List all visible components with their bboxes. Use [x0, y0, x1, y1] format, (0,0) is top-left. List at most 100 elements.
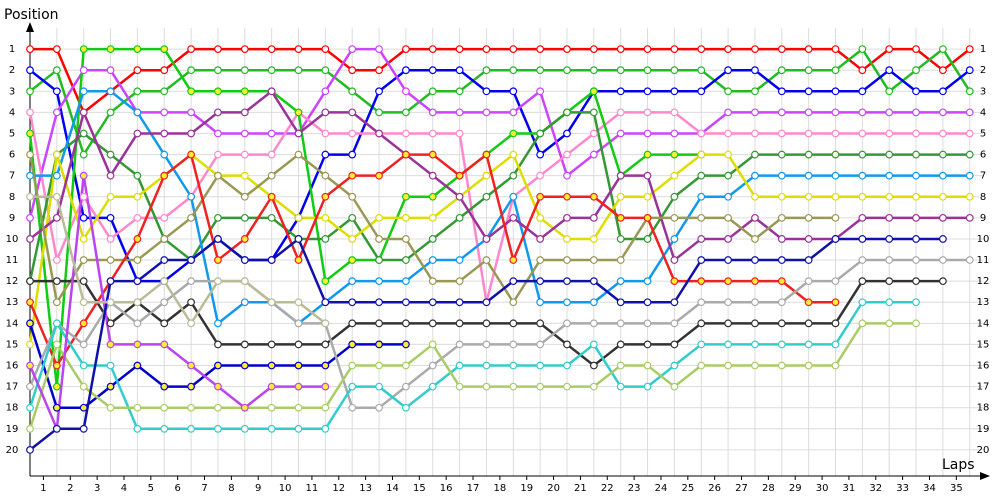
lap-marker	[106, 298, 115, 307]
lap-marker	[563, 277, 571, 286]
y-tick-label: 3	[9, 86, 15, 97]
series-line	[28, 300, 917, 431]
lap-marker	[187, 319, 196, 328]
lap-marker	[455, 256, 464, 264]
lap-marker	[402, 340, 410, 349]
lap-marker	[240, 129, 249, 138]
x-tick-label: 8	[228, 483, 234, 494]
lap-marker	[455, 192, 464, 201]
lap-marker	[348, 277, 357, 286]
lap-marker	[858, 319, 867, 328]
lap-marker	[187, 213, 196, 222]
lap-marker	[133, 45, 142, 53]
lap-marker	[804, 256, 813, 264]
lap-marker	[106, 256, 115, 264]
lap-marker	[965, 45, 974, 53]
lap-marker	[402, 45, 410, 53]
lap-marker	[26, 277, 34, 286]
lap-marker	[670, 213, 679, 222]
y-tick-label: 4	[9, 107, 15, 118]
lap-marker	[724, 171, 732, 180]
lap-marker	[724, 87, 732, 96]
y-tick-label-right: 8	[980, 192, 986, 203]
lap-marker	[482, 235, 491, 243]
lap-marker	[267, 45, 276, 53]
lap-marker	[428, 171, 437, 180]
lap-marker	[160, 382, 169, 391]
x-tick-label: 20	[547, 483, 560, 494]
x-tick-label: 14	[386, 483, 399, 494]
lap-marker	[804, 298, 813, 307]
lap-marker	[751, 277, 759, 286]
lap-marker	[482, 45, 491, 53]
lap-marker	[536, 277, 545, 286]
lap-marker	[187, 382, 196, 391]
lap-marker	[831, 361, 840, 370]
lap-marker	[563, 192, 571, 201]
lap-marker	[79, 129, 88, 138]
lap-marker	[509, 361, 518, 370]
lap-marker	[133, 298, 142, 307]
lap-marker	[939, 45, 947, 53]
lap-marker	[79, 424, 88, 433]
lap-marker	[375, 340, 383, 349]
lap-marker	[52, 361, 61, 370]
lap-marker	[348, 235, 357, 243]
lap-marker	[294, 256, 303, 264]
lap-marker	[536, 45, 545, 53]
lap-marker	[402, 235, 410, 243]
lap-marker	[616, 129, 625, 138]
lap-marker	[267, 382, 276, 391]
lap-marker	[133, 213, 142, 222]
lap-marker	[804, 213, 813, 222]
lap-marker	[777, 298, 786, 307]
y-axis-arrow	[26, 22, 34, 32]
lap-marker	[455, 340, 464, 349]
lap-marker	[187, 108, 196, 117]
lap-marker	[321, 361, 330, 370]
lap-marker	[214, 235, 222, 243]
lap-marker	[589, 87, 598, 96]
series-line	[30, 195, 327, 325]
lap-marker	[375, 361, 383, 370]
lap-marker	[885, 319, 894, 328]
x-tick-label: 32	[869, 483, 882, 494]
lap-marker	[375, 319, 383, 328]
lap-marker	[402, 66, 410, 75]
lap-marker	[79, 108, 88, 117]
lap-marker	[482, 150, 491, 159]
lap-marker	[939, 256, 947, 264]
lap-marker	[616, 108, 625, 117]
lap-marker	[106, 340, 115, 349]
lap-marker	[724, 235, 732, 243]
lap-marker	[402, 382, 410, 391]
x-tick-label: 10	[279, 483, 292, 494]
lap-marker	[240, 361, 249, 370]
lap-marker	[536, 87, 545, 96]
x-tick-label: 35	[950, 483, 963, 494]
lap-marker	[482, 66, 491, 75]
lap-marker	[52, 256, 61, 264]
lap-marker	[509, 213, 518, 222]
y-tick-label-right: 7	[980, 171, 986, 182]
lap-marker	[267, 129, 276, 138]
lap-marker	[187, 45, 196, 53]
lap-marker	[724, 277, 732, 286]
lap-marker	[831, 235, 840, 243]
x-axis-arrow	[980, 472, 990, 480]
y-tick-label: 13	[6, 297, 19, 308]
y-tick-label: 19	[6, 424, 19, 435]
lap-marker	[751, 340, 759, 349]
series-line	[28, 258, 970, 409]
lap-marker	[26, 298, 34, 307]
series-layer	[26, 45, 974, 454]
lap-marker	[52, 340, 61, 349]
lap-marker	[240, 87, 249, 96]
lap-marker	[509, 277, 518, 286]
x-tick-label: 11	[306, 483, 319, 494]
lap-marker	[831, 298, 840, 307]
lap-marker	[670, 361, 679, 370]
y-tick-label: 12	[6, 276, 19, 287]
y-tick-label: 15	[6, 339, 19, 350]
lap-marker	[133, 129, 142, 138]
